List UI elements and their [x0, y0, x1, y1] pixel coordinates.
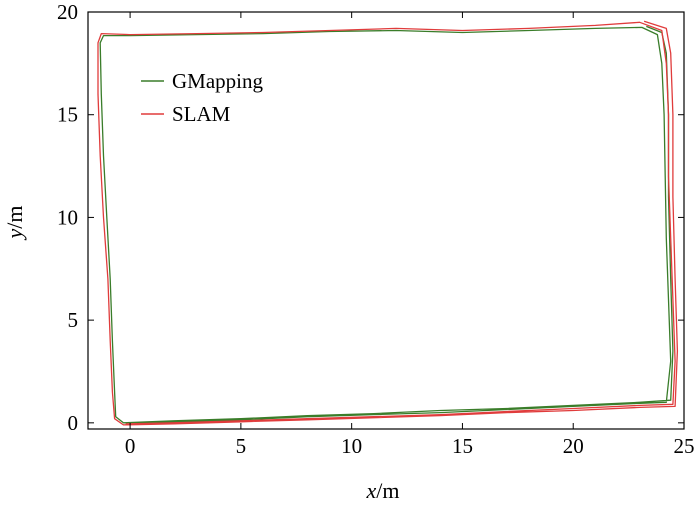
- x-tick-label: 15: [452, 434, 473, 458]
- y-axis-label: y/m: [2, 206, 27, 241]
- plot-lines: [97, 20, 679, 426]
- legend-label-slam: SLAM: [172, 102, 231, 126]
- legend: GMapping SLAM: [141, 69, 263, 126]
- x-axis: 0 5 10 15 20 25: [125, 12, 695, 458]
- x-tick-label: 25: [674, 434, 695, 458]
- legend-label-gmapping: GMapping: [172, 69, 263, 93]
- y-axis: 0 5 10 15 20: [57, 0, 684, 435]
- y-tick-label: 15: [57, 103, 78, 127]
- x-tick-label: 5: [236, 434, 247, 458]
- plot-frame: [87, 11, 685, 430]
- x-axis-label: x/m: [366, 478, 400, 503]
- x-tick-label: 0: [125, 434, 136, 458]
- y-tick-label: 10: [57, 205, 78, 229]
- x-tick-label: 10: [341, 434, 362, 458]
- series-line-gmapping: [99, 25, 674, 424]
- series-line-slam: [97, 20, 679, 426]
- y-tick-label: 5: [68, 308, 79, 332]
- y-tick-label: 20: [57, 0, 78, 24]
- x-tick-label: 20: [563, 434, 584, 458]
- y-tick-label: 0: [68, 411, 79, 435]
